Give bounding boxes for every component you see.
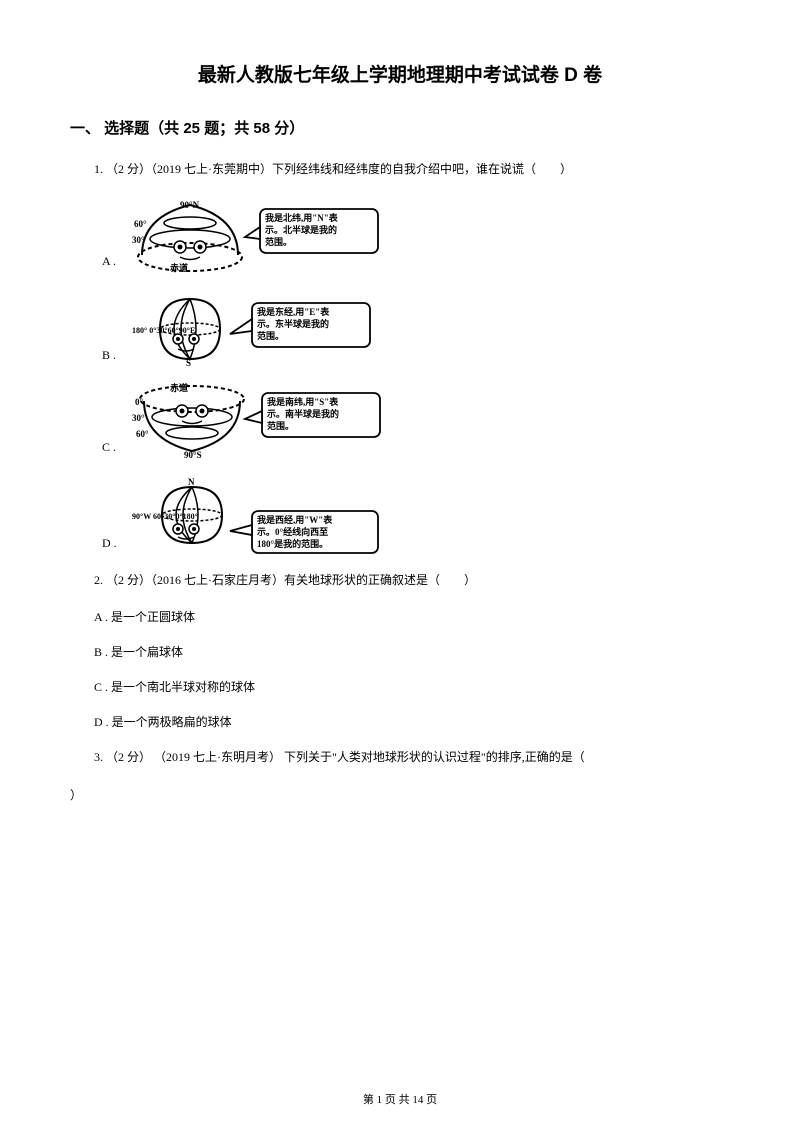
svg-text:我是西经,用"W"表: 我是西经,用"W"表 bbox=[257, 514, 333, 525]
diagram-a: 90°N 60° 30° 赤道 我是北纬,用"N"表 示。北半球是我的 范围。 bbox=[130, 197, 390, 273]
svg-text:示。0°经线向西至: 示。0°经线向西至 bbox=[257, 526, 328, 537]
section-header: 一、 选择题（共 25 题；共 58 分） bbox=[70, 117, 730, 138]
option-c-container: C . 赤道 0° 30° 60° 90°S 我是南纬,用"S"表 示。南半球是… bbox=[70, 383, 730, 459]
svg-text:我是南纬,用"S"表: 我是南纬,用"S"表 bbox=[267, 396, 339, 407]
svg-text:我是北纬,用"N"表: 我是北纬,用"N"表 bbox=[265, 212, 339, 223]
svg-text:赤道: 赤道 bbox=[170, 383, 188, 393]
option-d-label: D . bbox=[102, 536, 122, 555]
page-footer: 第 1 页 共 14 页 bbox=[0, 1091, 800, 1107]
svg-text:范围。: 范围。 bbox=[257, 330, 284, 341]
question-2-text: 2. （2 分）（2016 七上·石家庄月考）有关地球形状的正确叙述是（ ） bbox=[70, 571, 730, 590]
option-a-container: A . 90°N 60° 30° 赤道 我是北纬,用"N"表 示。北半球是我的 … bbox=[70, 197, 730, 273]
svg-text:60°: 60° bbox=[136, 429, 149, 439]
svg-text:范围。: 范围。 bbox=[267, 420, 294, 431]
svg-text:30°: 30° bbox=[132, 235, 145, 245]
svg-text:30°: 30° bbox=[132, 413, 145, 423]
diagram-b: 180° 0°30°60°90°E S 我是东经,用"E"表 示。东半球是我的 … bbox=[130, 289, 390, 367]
question-3-text: 3. （2 分） （2019 七上·东明月考） 下列关于"人类对地球形状的认识过… bbox=[70, 748, 730, 767]
question-1-text: 1. （2 分）（2019 七上·东莞期中）下列经纬线和经纬度的自我介绍中吧，谁… bbox=[70, 160, 730, 179]
q2-option-c: C . 是一个南北半球对称的球体 bbox=[70, 678, 730, 695]
option-d-container: D . N 90°W 60°30°0°180° 我是西经,用"W"表 示。0°经… bbox=[70, 475, 730, 555]
option-c-label: C . bbox=[102, 440, 122, 459]
svg-text:示。南半球是我的: 示。南半球是我的 bbox=[267, 408, 339, 419]
svg-text:60°: 60° bbox=[134, 219, 147, 229]
svg-text:180° 0°30°60°90°E: 180° 0°30°60°90°E bbox=[132, 326, 195, 335]
page-title: 最新人教版七年级上学期地理期中考试试卷 D 卷 bbox=[70, 60, 730, 87]
svg-text:90°N: 90°N bbox=[180, 200, 200, 210]
option-b-container: B . 180° 0°30°60°90°E S 我是东经,用"E"表 示。东半球… bbox=[70, 289, 730, 367]
svg-text:180°是我的范围。: 180°是我的范围。 bbox=[257, 538, 328, 549]
svg-text:0°: 0° bbox=[135, 397, 144, 407]
q2-option-d: D . 是一个两极略扁的球体 bbox=[70, 713, 730, 730]
diagram-c: 赤道 0° 30° 60° 90°S 我是南纬,用"S"表 示。南半球是我的 范… bbox=[130, 383, 390, 459]
svg-text:示。东半球是我的: 示。东半球是我的 bbox=[257, 318, 329, 329]
svg-text:范围。: 范围。 bbox=[265, 236, 292, 247]
q2-option-b: B . 是一个扁球体 bbox=[70, 643, 730, 660]
svg-text:90°W 60°30°0°180°: 90°W 60°30°0°180° bbox=[132, 512, 198, 521]
svg-text:S: S bbox=[186, 358, 191, 367]
option-b-label: B . bbox=[102, 348, 122, 367]
svg-text:我是东经,用"E"表: 我是东经,用"E"表 bbox=[257, 306, 330, 317]
svg-text:赤道: 赤道 bbox=[170, 262, 188, 273]
svg-text:示。北半球是我的: 示。北半球是我的 bbox=[265, 224, 337, 235]
q2-option-a: A . 是一个正圆球体 bbox=[70, 608, 730, 625]
svg-text:N: N bbox=[188, 477, 195, 487]
svg-text:90°S: 90°S bbox=[184, 450, 202, 459]
option-a-label: A . bbox=[102, 254, 122, 273]
diagram-d: N 90°W 60°30°0°180° 我是西经,用"W"表 示。0°经线向西至… bbox=[130, 475, 390, 555]
question-3-end: ） bbox=[70, 786, 730, 805]
